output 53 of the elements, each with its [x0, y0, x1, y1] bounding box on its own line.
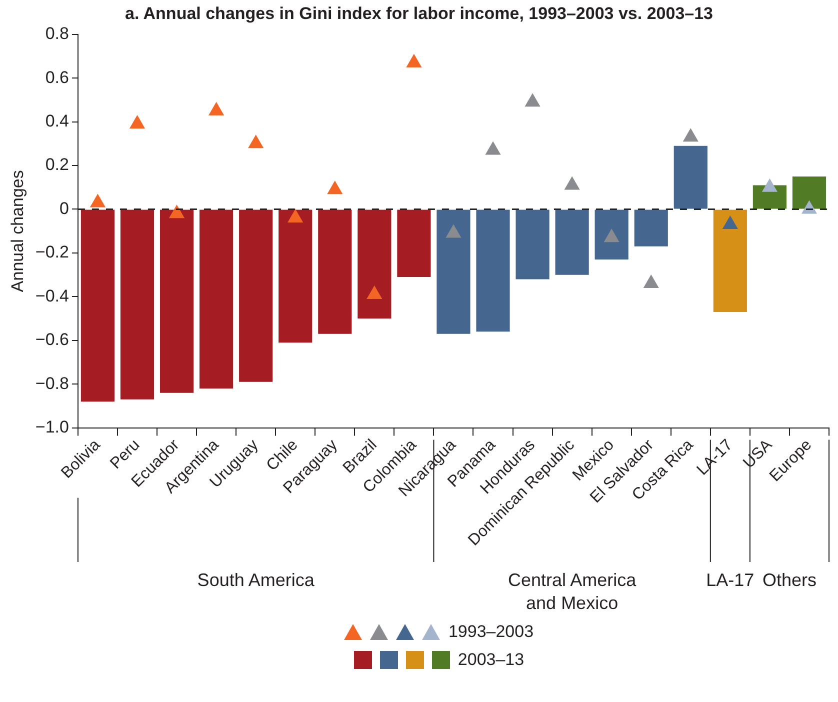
bar — [634, 210, 668, 246]
bar — [594, 210, 628, 260]
y-tick-label: −0.2 — [35, 242, 69, 262]
text: South America — [197, 570, 316, 590]
chart-title: a. Annual changes in Gini index for labor income, 1993–2003 vs. 2003–13 — [124, 4, 714, 23]
point — [327, 180, 343, 194]
y-tick-label: −0.4 — [35, 286, 69, 306]
point — [643, 274, 659, 288]
point — [168, 204, 185, 218]
point — [366, 285, 382, 299]
bar — [555, 210, 589, 275]
y-tick-label: 0 — [59, 198, 69, 218]
point — [288, 208, 304, 222]
y-tick-label: 0.6 — [45, 68, 69, 87]
y-tick-label: 0.4 — [45, 112, 69, 131]
bar — [397, 210, 431, 278]
y-tick-label: −1.0 — [35, 417, 69, 436]
y-tick-label: −0.6 — [35, 330, 69, 350]
point — [129, 115, 146, 129]
bar — [516, 210, 550, 280]
y-tick-label: 0.8 — [45, 24, 69, 44]
bar — [278, 210, 312, 343]
point — [722, 216, 738, 230]
point — [682, 128, 698, 142]
text: LA-17 — [706, 570, 754, 590]
y-tick-label: 0.2 — [45, 155, 69, 174]
point — [90, 194, 106, 208]
bar — [358, 210, 392, 319]
point — [524, 93, 540, 107]
bar — [792, 176, 826, 209]
bar — [713, 210, 747, 312]
bar — [318, 210, 352, 334]
y-tick-label: −0.8 — [35, 374, 69, 393]
point — [446, 224, 462, 238]
point — [248, 134, 264, 148]
point — [762, 178, 778, 192]
bar — [436, 210, 470, 334]
bar — [200, 210, 234, 388]
text: Central America and Mexico — [508, 570, 638, 613]
point — [485, 141, 501, 155]
bar — [239, 210, 273, 382]
point — [208, 102, 224, 116]
y-axis-title: Annual changes — [8, 170, 27, 292]
legend-label: 1993–2003 — [448, 622, 534, 642]
bar — [80, 210, 115, 402]
point — [406, 54, 422, 68]
legend-label: 2003–13 — [458, 650, 524, 670]
bar — [476, 210, 510, 332]
bar — [674, 146, 708, 209]
bar — [120, 210, 154, 400]
text: Others — [762, 570, 816, 590]
bar — [160, 210, 194, 393]
point — [564, 176, 580, 190]
